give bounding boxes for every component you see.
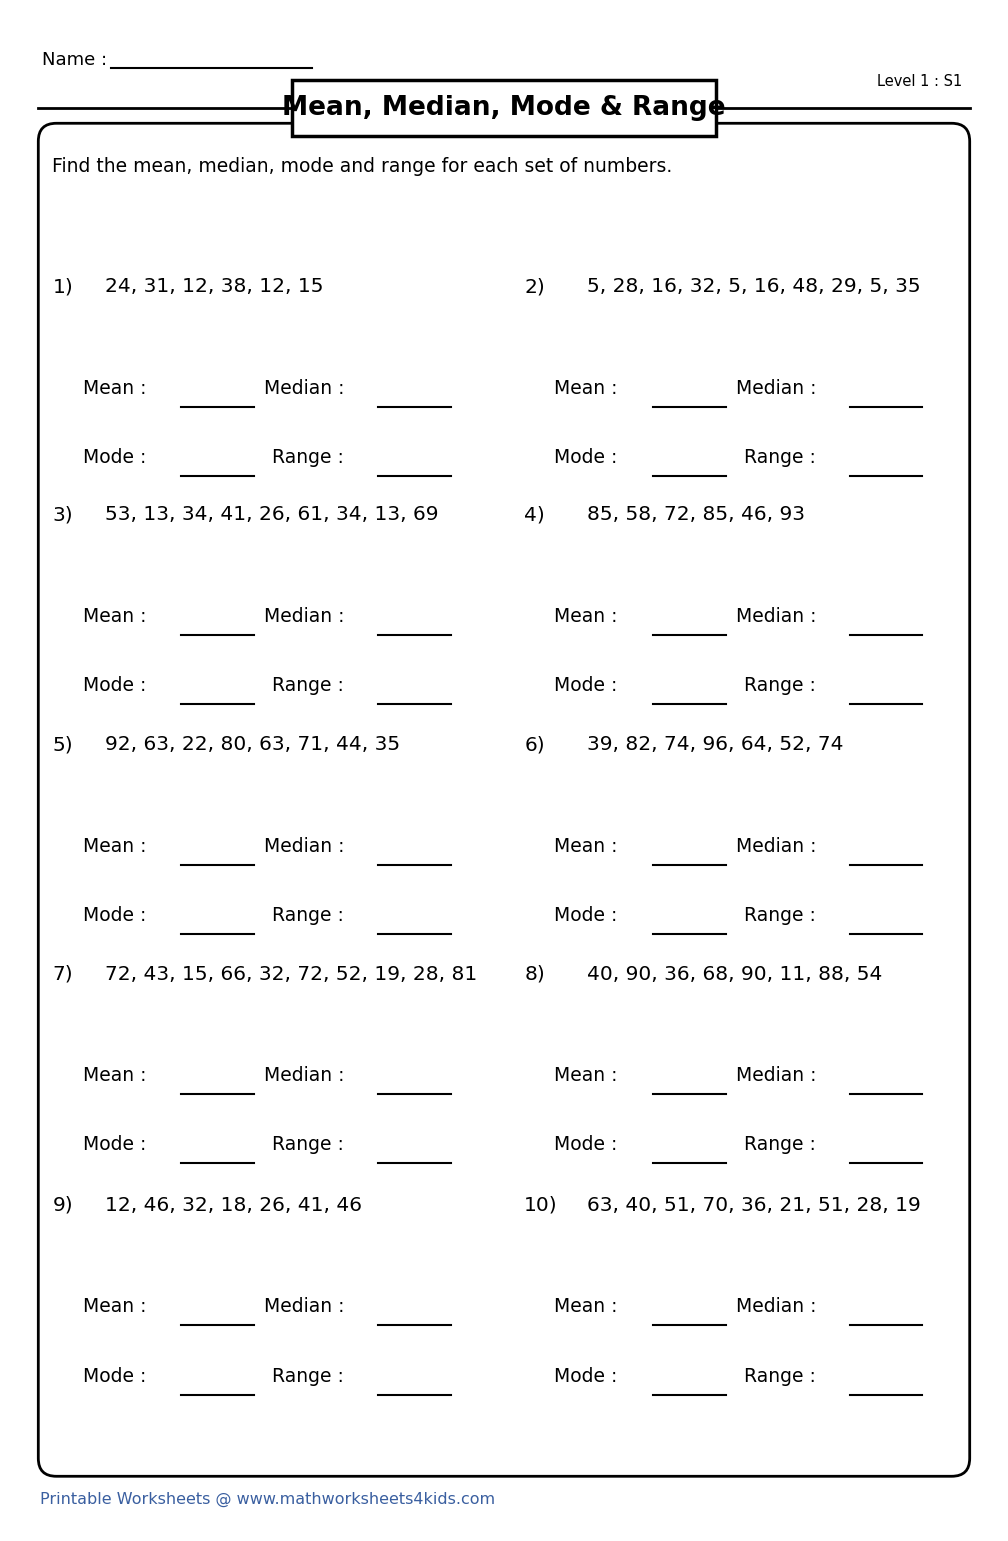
Text: 24, 31, 12, 38, 12, 15: 24, 31, 12, 38, 12, 15 [105,277,324,296]
Text: Range :: Range : [272,676,344,695]
Text: Mean :: Mean : [83,1298,146,1316]
Text: 85, 58, 72, 85, 46, 93: 85, 58, 72, 85, 46, 93 [587,505,804,524]
Text: Mode :: Mode : [554,1136,618,1154]
Text: 39, 82, 74, 96, 64, 52, 74: 39, 82, 74, 96, 64, 52, 74 [587,735,843,754]
Text: Mean :: Mean : [554,837,618,855]
Text: Mean :: Mean : [554,607,618,626]
Text: Median :: Median : [264,1298,345,1316]
Text: 3): 3) [52,505,73,524]
Text: Mode :: Mode : [554,676,618,695]
Text: Median :: Median : [736,837,816,855]
Text: 8): 8) [524,965,545,983]
Text: Mean :: Mean : [554,1066,618,1085]
Text: 10): 10) [524,1196,557,1214]
Text: Mode :: Mode : [554,1367,618,1385]
Text: 5): 5) [52,735,73,754]
Text: Mean, Median, Mode & Range: Mean, Median, Mode & Range [282,96,726,120]
Text: Median :: Median : [736,379,816,398]
Text: Mode :: Mode : [83,1136,146,1154]
Text: Name :: Name : [42,51,108,69]
Text: Median :: Median : [736,1298,816,1316]
Text: 1): 1) [52,277,74,296]
Text: Printable Worksheets @ www.mathworksheets4kids.com: Printable Worksheets @ www.mathworksheet… [40,1492,496,1507]
Text: Median :: Median : [264,379,345,398]
Text: 40, 90, 36, 68, 90, 11, 88, 54: 40, 90, 36, 68, 90, 11, 88, 54 [587,965,882,983]
Text: Mean :: Mean : [83,1066,146,1085]
Text: Mean :: Mean : [554,379,618,398]
Text: Mode :: Mode : [83,448,146,467]
Text: Mean :: Mean : [83,837,146,855]
Text: Range :: Range : [744,1367,815,1385]
Text: Median :: Median : [264,837,345,855]
FancyBboxPatch shape [292,80,716,136]
Text: Mean :: Mean : [83,379,146,398]
Text: Mean :: Mean : [554,1298,618,1316]
Text: Mode :: Mode : [83,906,146,925]
Text: Range :: Range : [744,1136,815,1154]
Text: Mean :: Mean : [83,607,146,626]
Text: 92, 63, 22, 80, 63, 71, 44, 35: 92, 63, 22, 80, 63, 71, 44, 35 [105,735,400,754]
Text: Range :: Range : [272,1136,344,1154]
Text: Range :: Range : [272,1367,344,1385]
Text: 4): 4) [524,505,545,524]
Text: Mode :: Mode : [83,1367,146,1385]
Text: Range :: Range : [744,906,815,925]
Text: Mode :: Mode : [554,906,618,925]
Text: 7): 7) [52,965,73,983]
Text: Range :: Range : [272,448,344,467]
FancyBboxPatch shape [38,123,970,1476]
Text: 12, 46, 32, 18, 26, 41, 46: 12, 46, 32, 18, 26, 41, 46 [105,1196,362,1214]
Text: Mode :: Mode : [554,448,618,467]
Text: 5, 28, 16, 32, 5, 16, 48, 29, 5, 35: 5, 28, 16, 32, 5, 16, 48, 29, 5, 35 [587,277,920,296]
Text: Mode :: Mode : [83,676,146,695]
Text: 6): 6) [524,735,544,754]
Text: Range :: Range : [744,448,815,467]
Text: Median :: Median : [264,1066,345,1085]
Text: 9): 9) [52,1196,73,1214]
Text: 53, 13, 34, 41, 26, 61, 34, 13, 69: 53, 13, 34, 41, 26, 61, 34, 13, 69 [105,505,438,524]
Text: 63, 40, 51, 70, 36, 21, 51, 28, 19: 63, 40, 51, 70, 36, 21, 51, 28, 19 [587,1196,920,1214]
Text: 2): 2) [524,277,545,296]
Text: Find the mean, median, mode and range for each set of numbers.: Find the mean, median, mode and range fo… [52,157,672,176]
Text: Median :: Median : [264,607,345,626]
Text: 72, 43, 15, 66, 32, 72, 52, 19, 28, 81: 72, 43, 15, 66, 32, 72, 52, 19, 28, 81 [105,965,477,983]
Text: Median :: Median : [736,607,816,626]
Text: Level 1 : S1: Level 1 : S1 [877,74,963,89]
Text: Median :: Median : [736,1066,816,1085]
Text: Range :: Range : [744,676,815,695]
Text: Range :: Range : [272,906,344,925]
